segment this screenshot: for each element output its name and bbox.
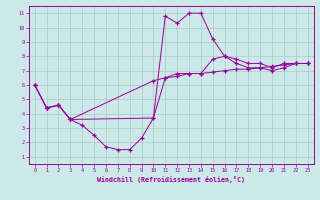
X-axis label: Windchill (Refroidissement éolien,°C): Windchill (Refroidissement éolien,°C) — [97, 176, 245, 183]
